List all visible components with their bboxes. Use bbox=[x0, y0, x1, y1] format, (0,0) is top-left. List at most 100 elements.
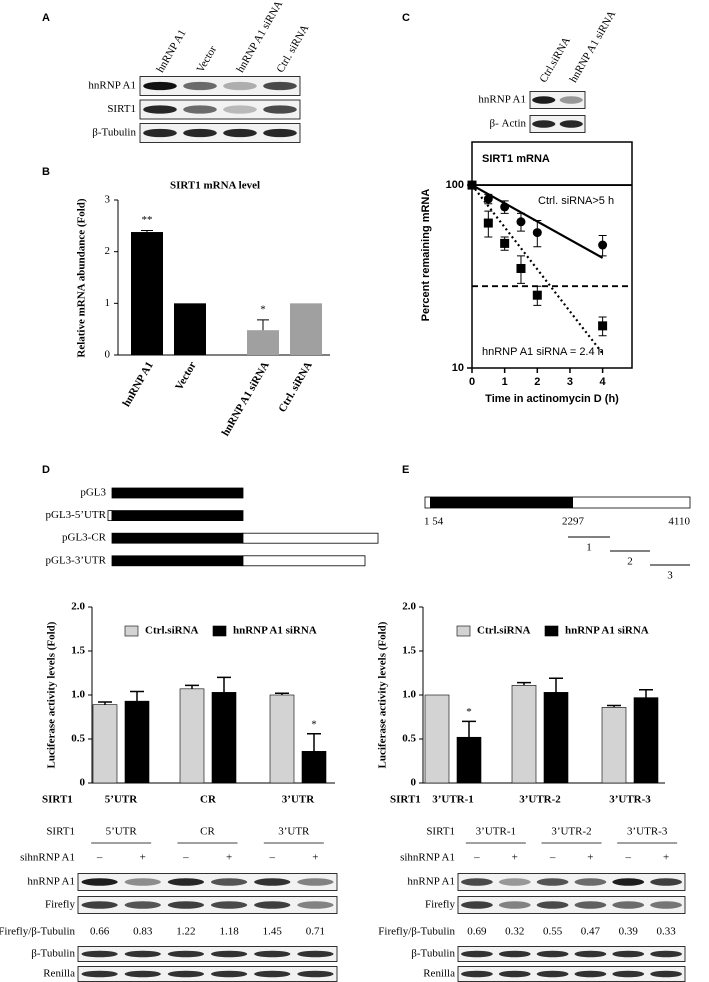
y-tick-label: 1.0 bbox=[71, 689, 85, 701]
y-axis-label: Percent remaining mRNA bbox=[420, 189, 432, 322]
blot-box bbox=[139, 76, 301, 96]
construct-segment bbox=[111, 487, 244, 499]
blot-band bbox=[650, 878, 682, 886]
treatment-sign: + bbox=[140, 852, 146, 864]
y-tick-label: 0 bbox=[80, 777, 86, 789]
error-bar bbox=[257, 319, 269, 331]
blot-band bbox=[498, 901, 531, 909]
ratio-value: 0.32 bbox=[505, 926, 524, 938]
blot-band bbox=[167, 950, 205, 958]
blot-band bbox=[81, 970, 118, 978]
y-axis-label: Relative mRNA abundance (Fold) bbox=[76, 198, 88, 358]
panel-label: B bbox=[42, 166, 50, 178]
significance-mark: * bbox=[311, 718, 317, 730]
blot-band bbox=[223, 128, 257, 138]
error-bar bbox=[185, 684, 199, 689]
treatment-label: sihnRNP A1 bbox=[20, 852, 75, 864]
y-tick-label: 1.5 bbox=[402, 645, 416, 657]
blot-band bbox=[254, 970, 291, 978]
error-bar bbox=[98, 701, 112, 705]
significance-mark: * bbox=[466, 706, 472, 718]
legend-swatch bbox=[212, 625, 227, 637]
construct-segment bbox=[111, 510, 244, 522]
x-tick-label: 1 bbox=[502, 376, 508, 388]
data-point bbox=[598, 321, 608, 331]
row-label: Firefly bbox=[45, 899, 75, 911]
blot-band bbox=[574, 878, 607, 886]
blot-band bbox=[297, 878, 334, 886]
blot-band bbox=[183, 81, 217, 91]
data-point bbox=[467, 180, 477, 190]
blot-band bbox=[143, 128, 177, 138]
treatment-label: sihnRNP A1 bbox=[400, 852, 455, 864]
blot-band bbox=[210, 901, 248, 909]
segment-label: 3 bbox=[667, 570, 673, 582]
bar bbox=[290, 303, 322, 355]
row-label: hnRNP A1 bbox=[88, 80, 136, 92]
y-tick-label: 2.0 bbox=[402, 601, 416, 613]
bar bbox=[131, 232, 163, 355]
ratio-value: 0.55 bbox=[543, 926, 563, 938]
y-tick-label: 0.5 bbox=[402, 733, 416, 745]
blot-band bbox=[612, 901, 645, 909]
x-tick-label: hnRNP A1 siRNA bbox=[220, 360, 272, 439]
x-tick-label: 2 bbox=[534, 376, 540, 388]
lane-label: Ctrl. siRNA bbox=[274, 23, 311, 75]
legend-label: hnRNP A1 siRNA bbox=[565, 625, 649, 637]
bar bbox=[92, 704, 118, 784]
ratio-value: 0.83 bbox=[133, 926, 153, 938]
blot-band bbox=[210, 950, 248, 958]
data-point bbox=[500, 238, 510, 248]
blot-band bbox=[532, 120, 556, 128]
x-axis-label: Time in actinomycin D (h) bbox=[485, 393, 619, 405]
data-point bbox=[532, 228, 542, 238]
y-tick-label: 2.0 bbox=[71, 601, 85, 613]
row-label: hnRNP A1 bbox=[27, 876, 75, 888]
y-tick-label: 3 bbox=[105, 194, 111, 206]
significance-mark: ** bbox=[142, 214, 153, 226]
blot-band bbox=[81, 950, 118, 958]
treatment-sign: + bbox=[663, 852, 669, 864]
data-point bbox=[516, 217, 526, 227]
row-label: SIRT1 bbox=[390, 794, 421, 806]
blot-box bbox=[457, 873, 686, 891]
blot-band bbox=[461, 970, 493, 978]
group-label: 3’UTR-3 bbox=[627, 826, 668, 838]
group-label: 3’UTR-2 bbox=[551, 826, 591, 838]
group-label: 3’UTR bbox=[278, 826, 310, 838]
blot-band bbox=[574, 970, 607, 978]
blot-box bbox=[529, 91, 586, 109]
group-label: 5’UTR bbox=[106, 826, 138, 838]
blot-band bbox=[612, 878, 645, 886]
x-tick-label: 5’UTR bbox=[105, 794, 138, 806]
blot-band bbox=[297, 950, 334, 958]
group-label: 3’UTR-1 bbox=[476, 826, 516, 838]
construct-segment bbox=[242, 532, 379, 544]
blot-band bbox=[650, 950, 682, 958]
x-tick-label: 3’UTR-2 bbox=[519, 794, 561, 806]
blot-band bbox=[536, 950, 569, 958]
blot-band bbox=[461, 878, 493, 886]
blot-band bbox=[297, 901, 334, 909]
x-tick-label: 3’UTR-1 bbox=[432, 794, 474, 806]
blot-band bbox=[559, 96, 583, 104]
blot-band bbox=[650, 970, 682, 978]
lane-label: Vector bbox=[194, 44, 219, 75]
blot-band bbox=[124, 950, 161, 958]
header-label: SIRT1 bbox=[46, 826, 75, 838]
error-bar bbox=[307, 732, 321, 752]
blot-band bbox=[167, 901, 205, 909]
blot-band bbox=[612, 970, 645, 978]
row-label: hnRNP A1 bbox=[407, 876, 455, 888]
legend-label: Ctrl.siRNA bbox=[477, 625, 531, 637]
blot-band bbox=[143, 105, 177, 114]
blot-band bbox=[254, 878, 291, 886]
bar bbox=[211, 692, 237, 784]
legend-swatch bbox=[124, 625, 139, 637]
blot-band bbox=[461, 901, 493, 909]
construct-label: pGL3-CR bbox=[62, 532, 107, 544]
x-tick-label: Vector bbox=[173, 360, 199, 393]
blot-band bbox=[650, 901, 682, 909]
blot-box bbox=[457, 946, 686, 962]
blot-band bbox=[574, 901, 607, 909]
